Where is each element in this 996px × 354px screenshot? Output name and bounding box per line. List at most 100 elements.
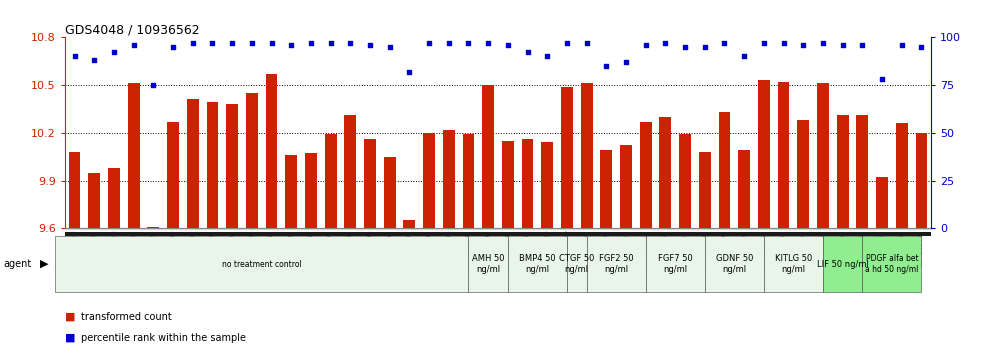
Text: BMP4 50
ng/ml: BMP4 50 ng/ml xyxy=(519,255,556,274)
Text: GDS4048 / 10936562: GDS4048 / 10936562 xyxy=(65,23,199,36)
Bar xyxy=(857,115,869,228)
Bar xyxy=(305,153,317,228)
Bar xyxy=(621,145,631,228)
Point xyxy=(303,40,319,46)
Text: ■: ■ xyxy=(65,333,76,343)
Text: agent: agent xyxy=(3,259,31,269)
Point xyxy=(776,40,792,46)
Bar xyxy=(502,141,514,228)
Bar xyxy=(659,117,671,228)
Point xyxy=(106,50,122,55)
Text: ■: ■ xyxy=(65,312,76,322)
Point xyxy=(323,40,339,46)
Bar xyxy=(167,122,179,228)
Bar xyxy=(285,155,297,228)
Bar xyxy=(325,135,337,228)
Point xyxy=(559,40,575,46)
Point xyxy=(343,40,359,46)
Bar xyxy=(758,80,770,228)
Bar xyxy=(639,122,651,228)
Text: percentile rank within the sample: percentile rank within the sample xyxy=(81,333,246,343)
Point xyxy=(244,40,260,46)
Bar xyxy=(561,86,573,228)
Text: transformed count: transformed count xyxy=(81,312,171,322)
Bar xyxy=(383,156,395,228)
Point xyxy=(145,82,161,88)
Point xyxy=(539,53,555,59)
Bar xyxy=(817,84,829,228)
Bar xyxy=(246,93,258,228)
Text: CTGF 50
ng/ml: CTGF 50 ng/ml xyxy=(559,255,595,274)
Point xyxy=(637,42,653,48)
Bar xyxy=(482,85,494,228)
Point xyxy=(579,40,595,46)
Bar xyxy=(89,173,101,228)
Point xyxy=(756,40,772,46)
Bar xyxy=(365,139,375,228)
Point xyxy=(795,42,811,48)
Bar xyxy=(147,227,159,228)
Point xyxy=(480,40,496,46)
Point xyxy=(893,42,909,48)
Bar xyxy=(522,139,534,228)
Point xyxy=(677,44,693,50)
Point xyxy=(125,42,141,48)
Point xyxy=(500,42,516,48)
Bar xyxy=(895,123,907,228)
Bar xyxy=(837,115,849,228)
Point xyxy=(520,50,536,55)
Bar xyxy=(778,82,790,228)
Bar xyxy=(423,133,435,228)
Bar xyxy=(108,168,120,228)
Text: GDNF 50
ng/ml: GDNF 50 ng/ml xyxy=(716,255,753,274)
Point xyxy=(381,44,397,50)
Point xyxy=(815,40,831,46)
Bar xyxy=(542,142,553,228)
Point xyxy=(736,53,752,59)
Point xyxy=(165,44,181,50)
Bar xyxy=(915,133,927,228)
Point xyxy=(67,53,83,59)
Text: FGF7 50
ng/ml: FGF7 50 ng/ml xyxy=(658,255,692,274)
Point xyxy=(855,42,871,48)
Bar xyxy=(345,115,357,228)
Point xyxy=(185,40,201,46)
Point xyxy=(835,42,851,48)
Point xyxy=(283,42,299,48)
Point xyxy=(441,40,457,46)
Point xyxy=(460,40,476,46)
Text: KITLG 50
ng/ml: KITLG 50 ng/ml xyxy=(775,255,812,274)
Bar xyxy=(798,120,809,228)
Point xyxy=(874,76,890,82)
Bar xyxy=(443,130,454,228)
Point xyxy=(421,40,437,46)
Point xyxy=(619,59,634,65)
Point xyxy=(599,63,615,69)
Bar xyxy=(226,104,238,228)
Bar xyxy=(206,102,218,228)
Text: FGF2 50
ng/ml: FGF2 50 ng/ml xyxy=(599,255,633,274)
Text: no treatment control: no treatment control xyxy=(222,259,302,269)
Bar xyxy=(601,150,613,228)
Point xyxy=(401,69,417,74)
Bar xyxy=(679,135,691,228)
Bar xyxy=(738,150,750,228)
Point xyxy=(264,40,280,46)
Point xyxy=(697,44,713,50)
Point xyxy=(224,40,240,46)
Bar xyxy=(876,177,888,228)
Point xyxy=(657,40,673,46)
Bar xyxy=(699,152,711,228)
Text: LIF 50 ng/ml: LIF 50 ng/ml xyxy=(817,259,869,269)
Bar xyxy=(69,152,81,228)
Bar xyxy=(127,84,139,228)
Bar xyxy=(462,135,474,228)
Text: ▶: ▶ xyxy=(40,259,49,269)
Bar xyxy=(403,220,415,228)
Text: AMH 50
ng/ml: AMH 50 ng/ml xyxy=(472,255,504,274)
Point xyxy=(362,42,377,48)
Bar xyxy=(581,84,593,228)
Point xyxy=(716,40,732,46)
Bar xyxy=(187,99,198,228)
Text: PDGF alfa bet
a hd 50 ng/ml: PDGF alfa bet a hd 50 ng/ml xyxy=(866,255,918,274)
